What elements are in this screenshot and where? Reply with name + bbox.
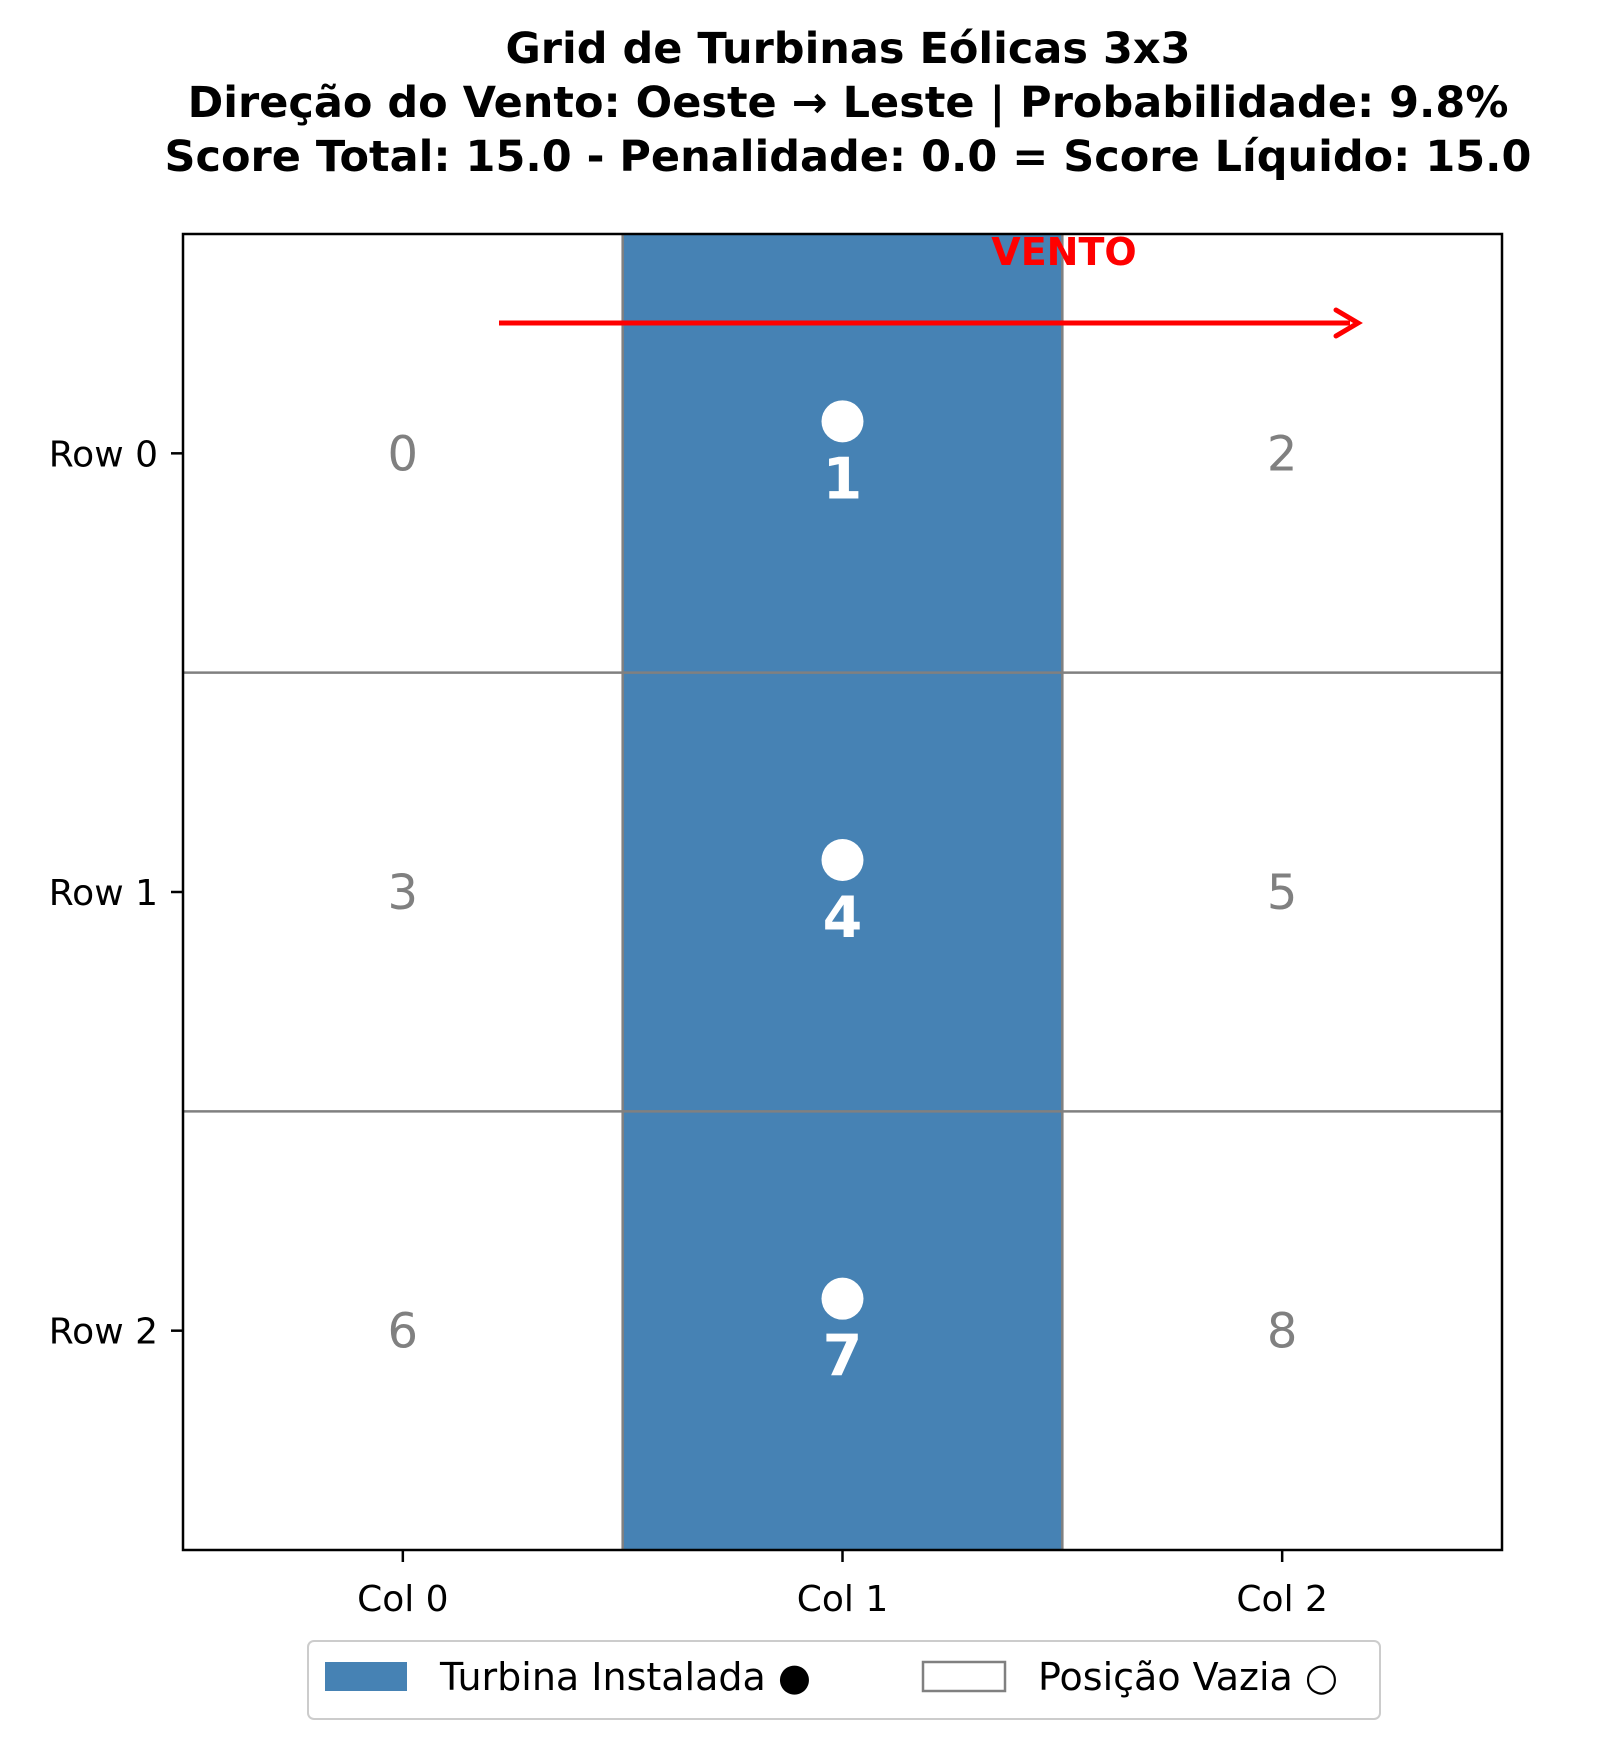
cell-label-0: 0 (388, 426, 419, 482)
cell-label-5: 5 (1267, 865, 1298, 921)
axes: Row 0 Row 1 Row 2 Col 0 Col 1 Col 2 (49, 434, 1328, 1620)
x-tick-label-0: Col 0 (357, 1579, 449, 1620)
y-tick-label-2: Row 2 (49, 1312, 158, 1353)
cell-label-2: 2 (1267, 426, 1298, 482)
grid-cell-3 (183, 672, 623, 1112)
grid-cell-7 (622, 1111, 1063, 1550)
legend-frame (307, 1640, 1381, 1720)
cell-label-4: 4 (823, 885, 863, 951)
x-tick-label-2: Col 2 (1236, 1579, 1328, 1620)
chart-title: Grid de Turbinas Eólicas 3x3 Direção do … (165, 24, 1532, 182)
turbine-marker-1 (821, 400, 864, 443)
wind-label: VENTO (991, 230, 1136, 274)
wind-arrow-head (1333, 307, 1363, 339)
grid-cell-0 (183, 234, 623, 673)
legend: Turbina Instalada ● Posição Vazia ○ (307, 1640, 1381, 1720)
turbine-marker-4 (821, 839, 864, 881)
title-line-2: Direção do Vento: Oeste → Leste | Probab… (188, 78, 1509, 128)
cell-label-1: 1 (823, 446, 863, 512)
grid-cell-6 (183, 1111, 623, 1550)
plot-area: 0 1 2 3 4 5 6 7 8 (181, 232, 1504, 1552)
legend-swatch-turbine (325, 1662, 407, 1691)
legend-swatch-empty (921, 1660, 1007, 1693)
turbine-marker-7 (821, 1277, 864, 1320)
y-tick-label-1: Row 1 (49, 873, 158, 914)
wind-indicator: VENTO (499, 230, 1363, 339)
cell-label-7: 7 (823, 1324, 863, 1390)
y-tick-label-0: Row 0 (49, 434, 158, 475)
legend-label-turbine: Turbina Instalada ● (439, 1655, 811, 1699)
cell-label-8: 8 (1267, 1304, 1298, 1360)
grid-cell-2 (1062, 234, 1502, 673)
grid-cell-8 (1062, 1111, 1502, 1550)
cell-label-6: 6 (388, 1304, 419, 1360)
grid-cell-5 (1062, 672, 1502, 1112)
title-line-1: Grid de Turbinas Eólicas 3x3 (505, 24, 1190, 74)
grid-cell-4 (622, 672, 1063, 1112)
cell-label-3: 3 (388, 865, 419, 921)
legend-label-empty: Posição Vazia ○ (1038, 1655, 1338, 1699)
title-line-3: Score Total: 15.0 - Penalidade: 0.0 = Sc… (165, 132, 1532, 182)
x-tick-label-1: Col 1 (797, 1579, 889, 1620)
grid-cell-1 (622, 234, 1063, 673)
